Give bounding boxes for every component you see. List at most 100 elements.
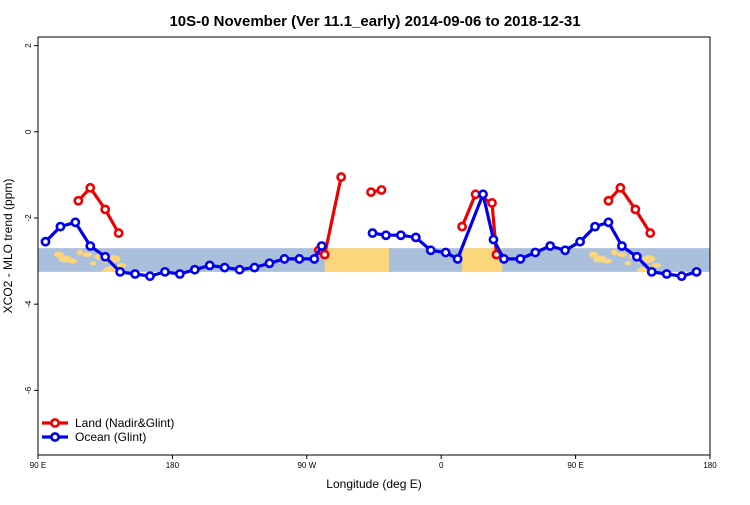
series-1-point-0-3 bbox=[85, 241, 96, 251]
island-shape-455-4 bbox=[617, 252, 627, 258]
chart-title: 10S-0 November (Ver 11.1_early) 2014-09-… bbox=[169, 13, 580, 30]
series-1-point-0-16 bbox=[279, 254, 290, 264]
series-1-point-0-7 bbox=[145, 271, 155, 282]
series-1-point-1-13 bbox=[560, 245, 571, 256]
series-0-point-2-0 bbox=[366, 187, 376, 198]
series-layer bbox=[40, 172, 702, 282]
series-1-point-1-14 bbox=[575, 236, 585, 247]
island-shape-97-5 bbox=[90, 261, 97, 266]
legend-marker-0 bbox=[50, 418, 60, 428]
series-1-point-1-17 bbox=[616, 241, 627, 251]
series-1-point-0-14 bbox=[249, 262, 260, 273]
series-1-point-1-1 bbox=[381, 230, 391, 241]
series-0-point-4-3 bbox=[645, 228, 656, 238]
land-band-0 bbox=[324, 248, 389, 272]
series-0-point-0-0 bbox=[73, 195, 84, 206]
series-1-point-0-10 bbox=[189, 264, 200, 275]
series-1-point-1-9 bbox=[499, 254, 509, 264]
landmass-decoration bbox=[54, 249, 662, 272]
series-0-point-4-2 bbox=[630, 204, 641, 215]
legend-label-1: Ocean (Glint) bbox=[75, 430, 146, 444]
series-0-point-3-1 bbox=[470, 189, 481, 200]
island-shape-97-9 bbox=[116, 262, 127, 268]
series-1-point-0-11 bbox=[204, 260, 215, 271]
island-shape-455-8 bbox=[642, 255, 656, 263]
series-1-point-1-21 bbox=[676, 271, 687, 282]
x-tick-label-3: 0 bbox=[439, 461, 444, 470]
island-shape-455-3 bbox=[611, 249, 618, 256]
island-shape-455-9 bbox=[651, 262, 662, 268]
series-1-point-1-5 bbox=[440, 247, 451, 258]
series-1-point-0-13 bbox=[234, 264, 245, 275]
x-axis-label: Longitude (deg E) bbox=[326, 477, 421, 491]
series-1-point-0-19 bbox=[316, 241, 327, 251]
series-1-point-1-10 bbox=[515, 254, 526, 264]
x-tick-label-2: 90 W bbox=[297, 461, 316, 470]
plot-frame bbox=[37, 36, 711, 456]
legend: Land (Nadir&Glint)Ocean (Glint) bbox=[42, 416, 174, 444]
series-1-point-0-2 bbox=[70, 217, 81, 228]
island-shape-455-5 bbox=[624, 261, 632, 266]
series-1-point-1-16 bbox=[603, 217, 614, 228]
series-1 bbox=[40, 189, 702, 282]
series-1-point-1-4 bbox=[425, 245, 436, 256]
series-0-point-1-1 bbox=[319, 249, 330, 260]
series-0-point-0-2 bbox=[100, 204, 111, 215]
island-shape-97-4 bbox=[82, 252, 93, 258]
series-1-point-0-12 bbox=[219, 262, 230, 273]
island-shape-97-2 bbox=[67, 258, 78, 264]
series-1-point-1-2 bbox=[395, 230, 406, 241]
x-tick-label-0: 90 E bbox=[30, 461, 46, 470]
series-0-point-3-2 bbox=[487, 198, 497, 208]
series-0-point-4-1 bbox=[615, 182, 626, 193]
series-1-point-1-18 bbox=[631, 251, 642, 262]
island-shape-455-2 bbox=[602, 258, 612, 264]
series-1-point-1-3 bbox=[410, 232, 421, 243]
series-1-point-0-4 bbox=[100, 251, 111, 262]
series-1-point-0-8 bbox=[160, 266, 170, 277]
series-0-point-0-3 bbox=[113, 228, 124, 238]
series-1-point-1-6 bbox=[452, 254, 463, 264]
island-shape-97-3 bbox=[76, 249, 84, 256]
series-1-point-1-15 bbox=[590, 221, 600, 232]
y-axis: 2 0 -2 -4 -6 bbox=[24, 43, 38, 394]
series-0-point-2-1 bbox=[376, 185, 387, 195]
series-0-point-0-1 bbox=[85, 182, 96, 193]
series-0-point-3-0 bbox=[457, 221, 468, 232]
x-tick-label-4: 90 E bbox=[567, 461, 583, 470]
series-1-point-1-19 bbox=[646, 266, 657, 277]
series-1-point-1-8 bbox=[488, 234, 499, 245]
legend-marker-1 bbox=[50, 432, 60, 442]
y-tick-label-4: -6 bbox=[24, 386, 33, 394]
series-1-point-0-9 bbox=[174, 269, 185, 279]
x-tick-label-5: 180 bbox=[703, 461, 717, 470]
series-1-point-0-1 bbox=[55, 221, 66, 232]
series-1-point-1-7 bbox=[478, 189, 488, 200]
series-0 bbox=[73, 172, 656, 260]
x-tick-label-1: 180 bbox=[166, 461, 180, 470]
series-1-point-1-11 bbox=[530, 247, 541, 258]
series-1-point-0-17 bbox=[294, 254, 305, 264]
y-tick-label-1: 0 bbox=[24, 129, 33, 134]
x-axis: 90 E 180 90 W 0 90 E 180 bbox=[30, 455, 717, 470]
series-0-line-4 bbox=[607, 186, 652, 234]
series-1-point-1-22 bbox=[691, 266, 702, 277]
series-1-point-1-12 bbox=[545, 241, 556, 251]
series-0-line-0 bbox=[77, 186, 120, 234]
series-0-point-1-2 bbox=[336, 172, 347, 182]
series-1-point-0-0 bbox=[40, 236, 51, 247]
series-1-point-0-15 bbox=[264, 258, 275, 269]
series-1-point-0-6 bbox=[130, 269, 140, 279]
series-1-point-1-20 bbox=[661, 269, 672, 279]
series-1-point-0-18 bbox=[309, 254, 320, 264]
y-tick-label-0: 2 bbox=[24, 43, 33, 48]
legend-label-0: Land (Nadir&Glint) bbox=[75, 416, 174, 430]
y-axis-label: XCO2 - MLO trend (ppm) bbox=[1, 179, 15, 314]
y-tick-label-2: -2 bbox=[24, 214, 33, 222]
series-1-point-0-5 bbox=[115, 266, 126, 277]
y-tick-label-3: -4 bbox=[24, 300, 33, 308]
series-0-point-4-0 bbox=[603, 195, 614, 206]
series-1-point-1-0 bbox=[367, 228, 378, 238]
